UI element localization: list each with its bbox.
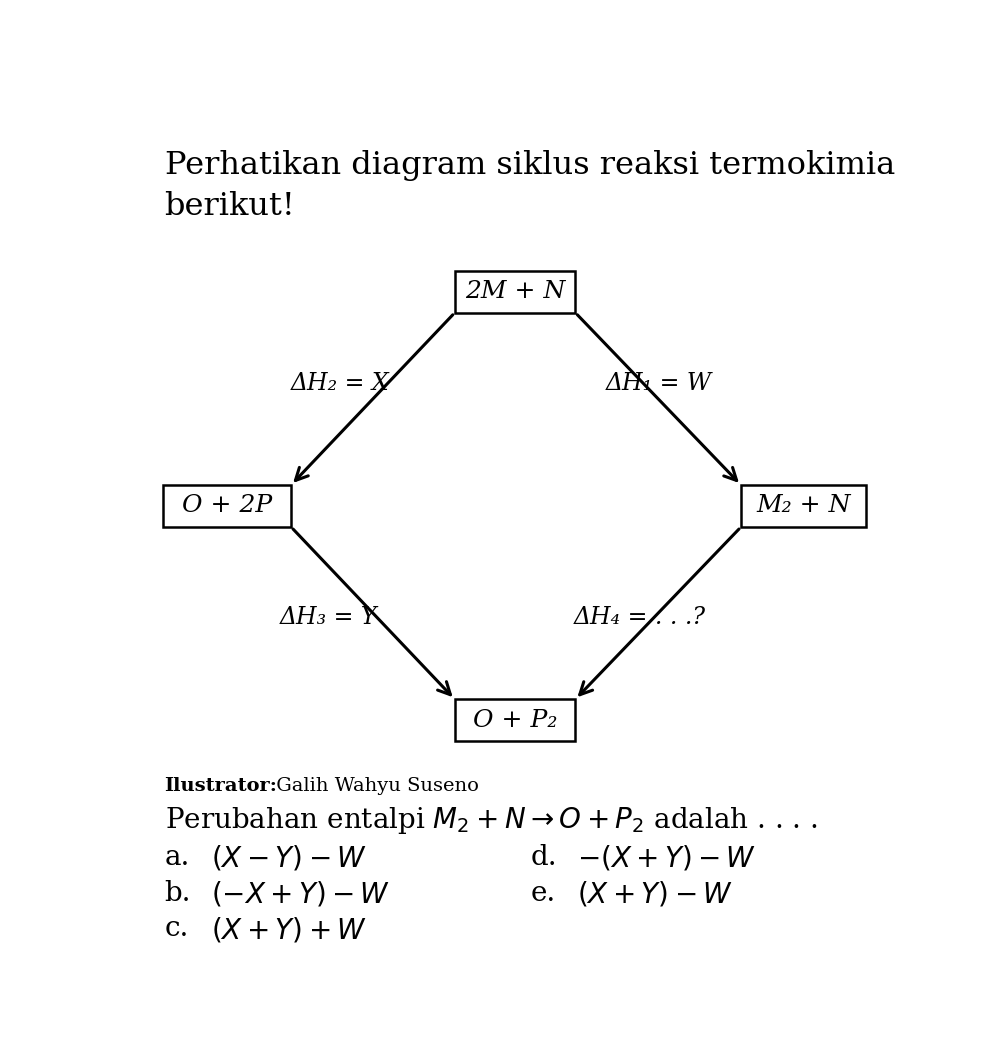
Text: Galih Wahyu Suseno: Galih Wahyu Suseno [269, 777, 478, 795]
FancyBboxPatch shape [741, 485, 865, 527]
Text: $\mathit{(X + Y) - W}$: $\mathit{(X + Y) - W}$ [578, 880, 734, 908]
Text: $\mathit{(X + Y) + W}$: $\mathit{(X + Y) + W}$ [211, 916, 368, 944]
Text: O + 2P: O + 2P [182, 495, 272, 518]
Text: ΔH₁ = W: ΔH₁ = W [606, 372, 713, 395]
Text: berikut!: berikut! [165, 191, 295, 222]
Text: Perubahan entalpi $\mathit{M_2 + N \rightarrow O + P_2}$ adalah . . . .: Perubahan entalpi $\mathit{M_2 + N \righ… [165, 805, 817, 836]
Text: $\mathit{(X - Y) - W}$: $\mathit{(X - Y) - W}$ [211, 844, 368, 873]
FancyBboxPatch shape [163, 485, 291, 527]
Text: ΔH₂ = X: ΔH₂ = X [290, 372, 389, 395]
Text: c.: c. [165, 916, 189, 942]
Text: 2M + N: 2M + N [465, 280, 565, 303]
Text: d.: d. [531, 844, 557, 870]
Text: O + P₂: O + P₂ [473, 709, 557, 732]
Text: $\mathit{(-X + Y) - W}$: $\mathit{(-X + Y) - W}$ [211, 880, 391, 908]
Text: b.: b. [165, 880, 191, 906]
Text: M₂ + N: M₂ + N [756, 495, 850, 518]
FancyBboxPatch shape [454, 699, 576, 741]
Text: a.: a. [165, 844, 190, 870]
Text: ΔH₄ = . . .?: ΔH₄ = . . .? [574, 606, 706, 629]
Text: e.: e. [531, 880, 556, 906]
Text: ΔH₃ = Y: ΔH₃ = Y [279, 606, 377, 629]
Text: Perhatikan diagram siklus reaksi termokimia: Perhatikan diagram siklus reaksi termoki… [165, 150, 894, 182]
Text: Ilustrator:: Ilustrator: [165, 777, 277, 795]
FancyBboxPatch shape [454, 271, 576, 313]
Text: $\mathit{-(X + Y) - W}$: $\mathit{-(X + Y) - W}$ [578, 844, 757, 873]
